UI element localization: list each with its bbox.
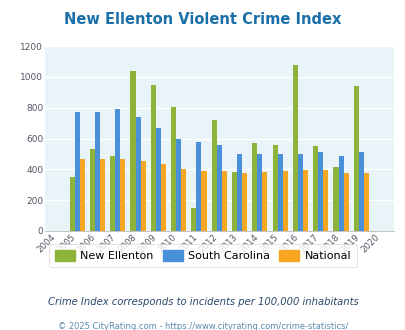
Bar: [252, 143, 257, 231]
Bar: [130, 71, 135, 231]
Bar: [120, 159, 125, 231]
Bar: [135, 117, 140, 231]
Bar: [272, 145, 277, 231]
Bar: [333, 167, 338, 231]
Bar: [297, 154, 302, 231]
Bar: [90, 149, 95, 231]
Bar: [140, 161, 145, 231]
Bar: [100, 159, 105, 231]
Bar: [277, 154, 282, 231]
Bar: [150, 85, 156, 231]
Bar: [79, 159, 85, 231]
Bar: [318, 152, 322, 231]
Bar: [302, 170, 307, 231]
Bar: [312, 146, 318, 231]
Bar: [292, 65, 297, 231]
Bar: [196, 142, 201, 231]
Text: Crime Index corresponds to incidents per 100,000 inhabitants: Crime Index corresponds to incidents per…: [47, 297, 358, 307]
Text: © 2025 CityRating.com - https://www.cityrating.com/crime-statistics/: © 2025 CityRating.com - https://www.city…: [58, 322, 347, 330]
Bar: [181, 169, 186, 231]
Bar: [322, 170, 328, 231]
Bar: [201, 171, 206, 231]
Bar: [257, 154, 262, 231]
Bar: [363, 173, 368, 231]
Bar: [95, 113, 100, 231]
Bar: [211, 120, 216, 231]
Bar: [282, 171, 287, 231]
Bar: [110, 155, 115, 231]
Bar: [216, 145, 221, 231]
Bar: [358, 152, 363, 231]
Bar: [115, 109, 120, 231]
Bar: [69, 177, 75, 231]
Bar: [231, 173, 237, 231]
Bar: [171, 107, 176, 231]
Legend: New Ellenton, South Carolina, National: New Ellenton, South Carolina, National: [49, 245, 356, 267]
Bar: [75, 113, 79, 231]
Bar: [338, 155, 343, 231]
Bar: [160, 164, 166, 231]
Bar: [353, 86, 358, 231]
Bar: [176, 139, 181, 231]
Text: New Ellenton Violent Crime Index: New Ellenton Violent Crime Index: [64, 12, 341, 26]
Bar: [156, 128, 160, 231]
Bar: [221, 171, 226, 231]
Bar: [241, 173, 247, 231]
Bar: [237, 154, 241, 231]
Bar: [343, 173, 348, 231]
Bar: [262, 173, 267, 231]
Bar: [191, 208, 196, 231]
